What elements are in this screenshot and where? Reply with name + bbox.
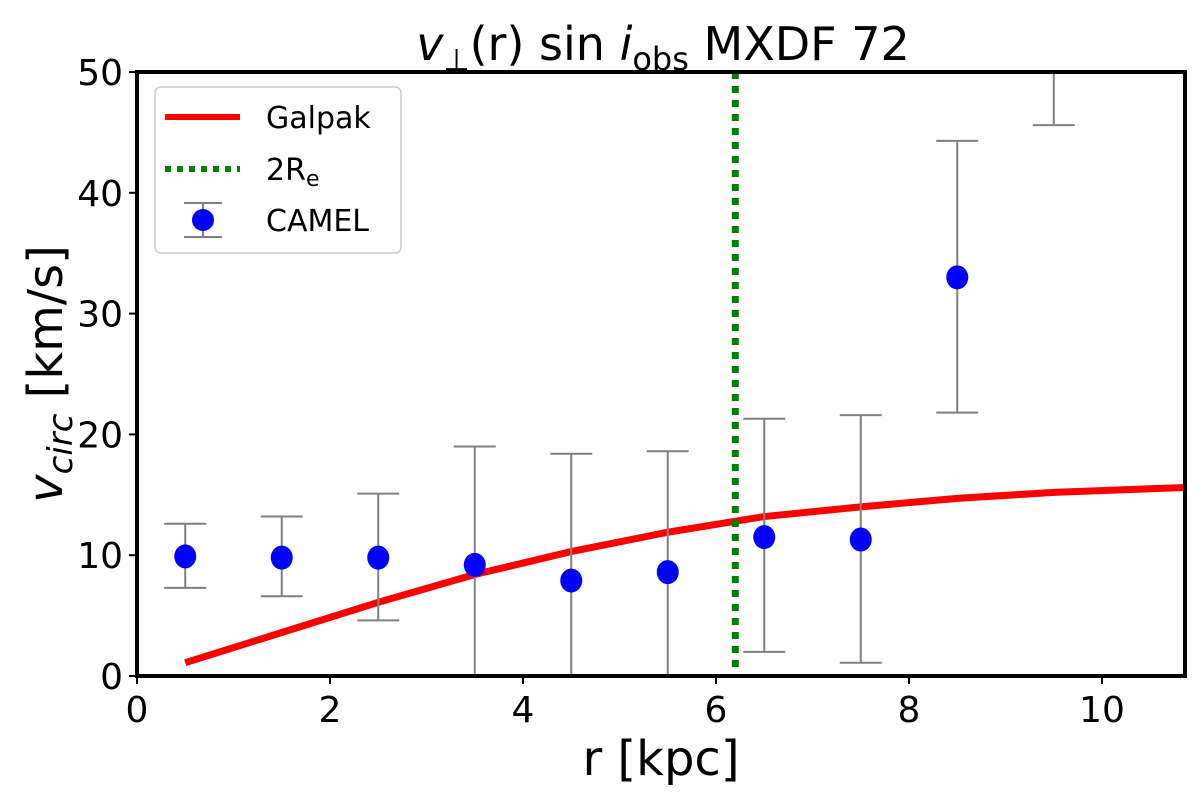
- y-tick-label: 30: [77, 295, 123, 336]
- camel-point: [463, 552, 486, 577]
- galpak-line: [184, 484, 1185, 667]
- camel-point: [270, 545, 293, 570]
- plot-frame: [135, 70, 1187, 678]
- x-tick-label: 0: [126, 690, 149, 731]
- camel-point: [656, 560, 679, 585]
- legend-camel-label: CAMEL: [266, 204, 369, 239]
- y-axis-label: vcirc [km/s]: [18, 245, 81, 503]
- y-tick-label: 20: [77, 415, 123, 456]
- x-tick-label: 10: [1079, 690, 1125, 731]
- legend-camel-swatch: [184, 202, 222, 238]
- chart-title: v⊥(r) sin iobs MXDF 72: [416, 17, 910, 78]
- x-tick-label: 8: [898, 690, 921, 731]
- camel-point: [174, 544, 197, 569]
- legend-galpak-label: Galpak: [266, 101, 371, 136]
- y-tick-label: 10: [77, 536, 123, 577]
- camel-point: [946, 265, 969, 290]
- x-tick-label: 4: [512, 690, 535, 731]
- y-tick-label: 50: [77, 53, 123, 94]
- legend-2re-label: 2Re: [266, 153, 319, 192]
- x-axis-label: r [kpc]: [582, 731, 739, 787]
- camel-point: [849, 527, 872, 552]
- y-tick-label: 0: [100, 657, 123, 698]
- y-tick-label: 40: [77, 174, 123, 215]
- camel-point: [753, 525, 776, 550]
- camel-point: [367, 545, 390, 570]
- legend-box: [154, 86, 402, 254]
- legend: Galpak 2Re CAMEL: [154, 86, 402, 254]
- x-tick-label: 2: [319, 690, 342, 731]
- x-tick-label: 6: [705, 690, 728, 731]
- camel-point: [560, 568, 583, 593]
